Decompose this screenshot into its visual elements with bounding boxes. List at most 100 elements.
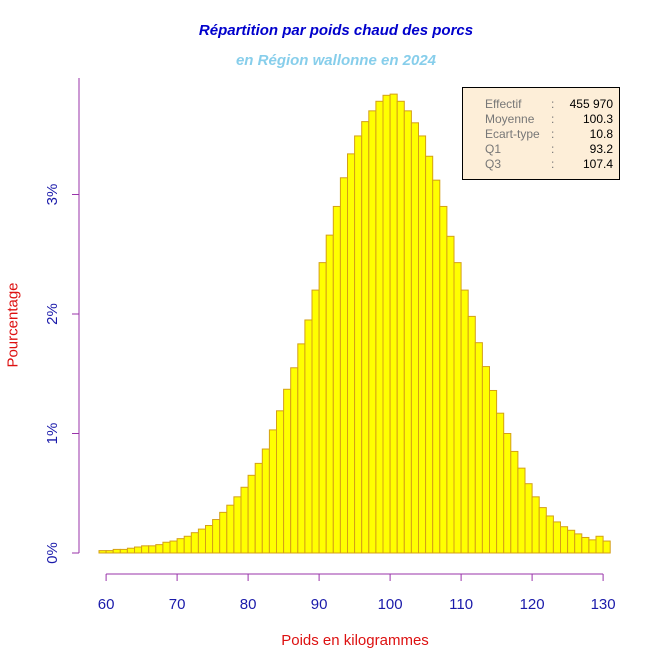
stats-separator: : <box>551 112 555 126</box>
chart-subtitle: en Région wallonne en 2024 <box>235 52 437 69</box>
histogram-bar <box>276 410 285 554</box>
histogram-bar <box>517 467 526 554</box>
histogram-bar <box>595 535 604 554</box>
stats-row: Moyenne : 100.3 <box>463 112 619 127</box>
histogram-bar <box>347 153 356 554</box>
histogram-bar <box>119 548 128 554</box>
stats-row: Effectif : 455 970 <box>463 97 619 112</box>
histogram-bar <box>311 289 320 554</box>
x-tick-label: 120 <box>520 596 545 613</box>
stats-separator: : <box>551 97 555 111</box>
x-tick-label: 90 <box>311 596 328 613</box>
histogram-bar <box>453 262 462 554</box>
histogram-bar <box>98 550 107 554</box>
histogram-bar <box>538 507 547 554</box>
histogram-bar <box>176 538 185 554</box>
stats-value: 100.3 <box>582 112 613 126</box>
stats-row: Q1 : 93.2 <box>463 142 619 157</box>
histogram-bar <box>233 496 242 554</box>
histogram-bar <box>290 367 299 554</box>
histogram-bar <box>432 179 441 554</box>
histogram-bar <box>141 545 150 554</box>
histogram-bar <box>467 315 476 554</box>
histogram-bar <box>574 533 583 554</box>
histogram-bar <box>474 342 483 554</box>
histogram-bar <box>510 450 519 554</box>
histogram-bar <box>283 388 292 554</box>
histogram-bar <box>325 234 334 554</box>
histogram-bar <box>190 532 199 554</box>
histogram-bar <box>134 546 143 554</box>
histogram-bar <box>382 94 391 554</box>
x-tick-label: 100 <box>378 596 403 613</box>
histogram-bar <box>148 545 157 554</box>
x-axis-label: Poids en kilogrammes <box>281 632 429 649</box>
histogram-bar <box>403 110 412 554</box>
histogram-bar <box>496 412 505 554</box>
stats-label: Moyenne <box>485 112 535 126</box>
stats-box: Effectif : 455 970 Moyenne : 100.3 Ecart… <box>462 87 620 180</box>
histogram-bar <box>489 389 498 554</box>
y-axis-label: Pourcentage <box>4 282 22 368</box>
stats-row: Ecart-type : 10.8 <box>463 127 619 142</box>
histogram-bar <box>375 100 384 554</box>
histogram-bar <box>410 122 419 554</box>
stats-label: Q1 <box>485 142 502 156</box>
x-tick-label: 110 <box>449 596 473 613</box>
histogram-bar <box>183 535 192 554</box>
stats-value: 10.8 <box>589 127 613 141</box>
stats-label: Ecart-type <box>485 127 540 141</box>
y-tick-label: 3% <box>44 184 61 206</box>
histogram-bar <box>304 319 313 554</box>
histogram-bar <box>197 528 206 554</box>
histogram-bar <box>105 550 114 554</box>
histogram-bar <box>531 496 540 554</box>
x-tick-label: 70 <box>169 596 186 613</box>
histogram-bar <box>552 521 562 554</box>
histogram-bar <box>169 540 178 554</box>
histogram-bar <box>332 205 341 554</box>
histogram-bar <box>446 235 455 554</box>
x-tick-label: 130 <box>591 596 616 613</box>
histogram-bar <box>524 483 533 554</box>
histogram-bar <box>339 177 348 554</box>
stats-label: Q3 <box>485 157 502 171</box>
histogram-bar <box>545 515 554 554</box>
histogram-bar <box>361 121 370 554</box>
histogram-bar <box>368 110 377 554</box>
stats-value: 107.4 <box>582 157 613 171</box>
histogram-bar <box>581 536 590 554</box>
histogram-bar <box>126 547 136 554</box>
histogram-bar <box>588 539 597 554</box>
stats-value: 93.2 <box>589 142 613 156</box>
x-tick-label: 60 <box>98 596 115 613</box>
x-tick-label: 80 <box>240 596 257 613</box>
histogram-bar <box>567 529 576 554</box>
histogram-bar <box>560 526 569 554</box>
y-tick-label: 2% <box>44 303 61 325</box>
histogram-bar <box>389 93 398 554</box>
stats-separator: : <box>551 142 555 156</box>
histogram-bar <box>226 504 235 554</box>
histogram-bar <box>602 540 611 554</box>
histogram-bar <box>297 343 306 554</box>
histogram-bar <box>112 548 121 554</box>
histogram-bar <box>460 289 469 554</box>
histogram-bar <box>162 541 171 554</box>
y-tick-label: 1% <box>44 423 61 445</box>
histogram-bar <box>155 544 164 554</box>
stats-row: Q3 : 107.4 <box>463 157 619 172</box>
histogram-bar <box>205 525 214 554</box>
histogram-bar <box>318 262 327 554</box>
stats-separator: : <box>551 127 555 141</box>
histogram-bar <box>439 205 448 554</box>
histogram-bar <box>481 366 490 554</box>
bars-group <box>98 93 611 554</box>
histogram-bar <box>254 462 263 554</box>
histogram-bar <box>261 448 270 554</box>
y-tick-label: 0% <box>44 542 61 564</box>
chart-title: Répartition par poids chaud des porcs <box>198 22 474 39</box>
axes-group: 0% 1% 2% 3% 60 70 80 90 100 110 120 130 <box>44 78 616 613</box>
histogram-bar <box>212 519 221 554</box>
